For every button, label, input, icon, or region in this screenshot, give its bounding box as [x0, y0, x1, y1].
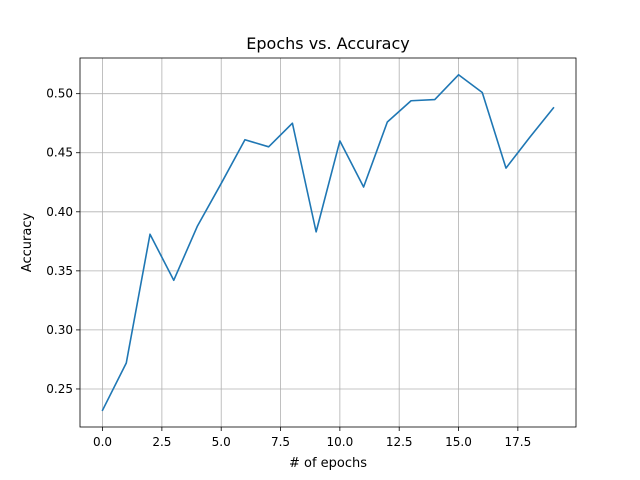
- x-tick-label: 10.0: [327, 435, 354, 449]
- y-tick-label: 0.35: [46, 264, 73, 278]
- x-tick-label: 7.5: [271, 435, 290, 449]
- y-tick-label: 0.50: [46, 87, 73, 101]
- grid: [80, 58, 576, 427]
- x-tick-label: 12.5: [386, 435, 413, 449]
- series-line: [101, 73, 555, 412]
- y-tick-label: 0.45: [46, 146, 73, 160]
- plot-frame: [79, 57, 577, 428]
- y-tick-label: 0.40: [46, 205, 73, 219]
- series-layer: [101, 73, 555, 412]
- chart-title: Epochs vs. Accuracy: [246, 34, 409, 53]
- x-tick-label: 17.5: [504, 435, 531, 449]
- x-tick-label: 2.5: [152, 435, 171, 449]
- x-tick-label: 0.0: [93, 435, 112, 449]
- ticks: 0.0 2.5 5.0 7.5 10.0 12.5 15.0 17.5 0.25 0.30 0.35…: [46, 87, 531, 449]
- x-tick-label: 5.0: [212, 435, 231, 449]
- x-axis-label: # of epochs: [289, 456, 367, 471]
- y-tick-label: 0.25: [46, 382, 73, 396]
- y-axis-label: Accuracy: [20, 213, 35, 273]
- x-tick-label: 15.0: [445, 435, 472, 449]
- y-tick-label: 0.30: [46, 323, 73, 337]
